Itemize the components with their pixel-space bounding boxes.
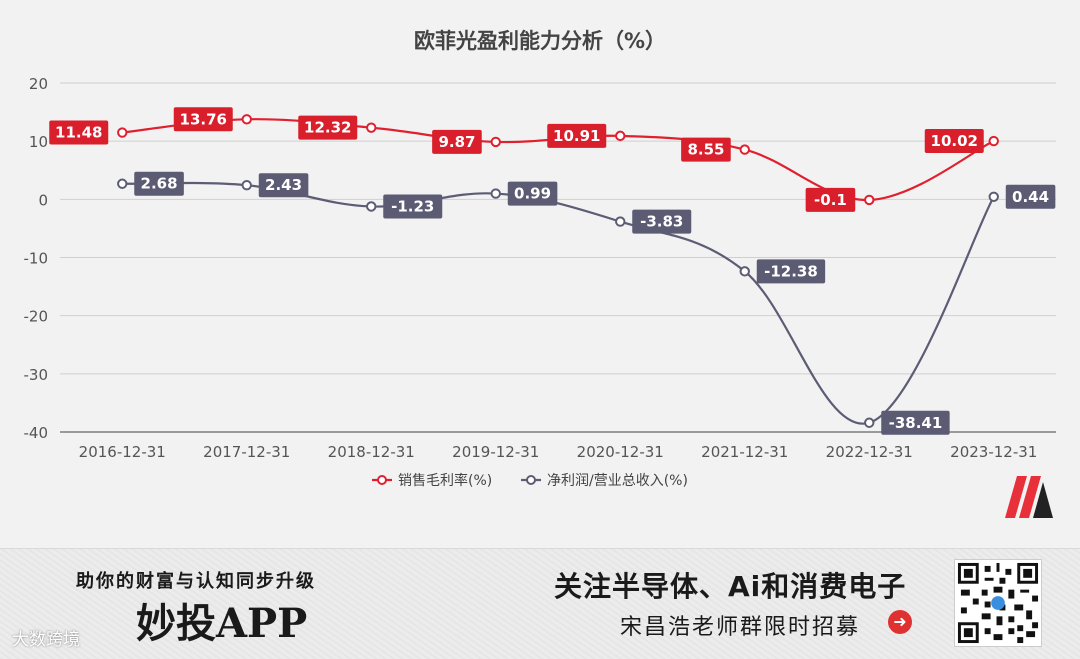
y-tick-label: 20 bbox=[29, 75, 48, 93]
x-tick-label: 2016-12-31 bbox=[79, 443, 166, 461]
svg-text:销售毛利率(%): 销售毛利率(%) bbox=[398, 472, 492, 489]
data-point[interactable] bbox=[490, 188, 501, 199]
svg-text:10.91: 10.91 bbox=[553, 127, 600, 145]
svg-text:-12.38: -12.38 bbox=[764, 262, 818, 280]
y-tick-label: -10 bbox=[24, 250, 49, 268]
data-point[interactable] bbox=[739, 144, 750, 155]
y-tick-label: -30 bbox=[24, 366, 49, 384]
y-tick-label: -40 bbox=[24, 424, 49, 442]
x-tick-label: 2019-12-31 bbox=[452, 443, 539, 461]
data-point[interactable] bbox=[366, 122, 377, 133]
svg-text:10.02: 10.02 bbox=[931, 132, 978, 150]
m-logo-icon bbox=[1005, 476, 1053, 518]
banner-headline: 关注半导体、Ai和消费电子 bbox=[554, 570, 907, 603]
data-label: 12.32 bbox=[298, 115, 358, 140]
svg-text:13.76: 13.76 bbox=[180, 110, 227, 128]
data-point[interactable] bbox=[117, 127, 128, 138]
data-label: 10.91 bbox=[547, 123, 607, 148]
data-point[interactable] bbox=[117, 178, 128, 189]
promo-banner[interactable]: 助你的财富与认知同步升级 妙投APP 关注半导体、Ai和消费电子 宋昌浩老师群限… bbox=[0, 548, 1080, 659]
x-tick-label: 2021-12-31 bbox=[701, 443, 788, 461]
data-point[interactable] bbox=[615, 216, 626, 227]
arrow-right-circle-icon[interactable]: ➜ bbox=[888, 610, 912, 634]
chart-panel: 欧菲光盈利能力分析（%） 20 10 0 -10 -20 -30 -40 2016-12-31… bbox=[23, 29, 1056, 518]
data-point[interactable] bbox=[241, 114, 252, 125]
data-point[interactable] bbox=[615, 130, 626, 142]
svg-text:-1.23: -1.23 bbox=[391, 197, 434, 215]
y-tick-label: 0 bbox=[38, 191, 48, 209]
svg-text:2.43: 2.43 bbox=[265, 176, 302, 194]
data-label: 11.48 bbox=[49, 120, 109, 145]
data-point[interactable] bbox=[864, 194, 875, 206]
watermark: 大数跨境 bbox=[12, 630, 80, 650]
legend-item[interactable]: 净利润/营业总收入(%) bbox=[521, 473, 688, 489]
data-point[interactable] bbox=[988, 135, 999, 147]
data-point[interactable] bbox=[739, 266, 750, 277]
svg-text:0.99: 0.99 bbox=[514, 185, 551, 203]
app-name: 妙投APP bbox=[136, 600, 308, 647]
data-label: 10.02 bbox=[924, 129, 984, 154]
data-point[interactable] bbox=[864, 417, 875, 428]
svg-text:8.55: 8.55 bbox=[687, 141, 724, 159]
x-tick-label: 2022-12-31 bbox=[826, 443, 913, 461]
data-label: 2.43 bbox=[258, 173, 309, 198]
legend-item[interactable]: 销售毛利率(%) bbox=[372, 472, 492, 489]
data-label: 13.76 bbox=[173, 107, 233, 132]
svg-text:9.87: 9.87 bbox=[438, 133, 475, 151]
svg-text:-38.41: -38.41 bbox=[889, 414, 943, 432]
data-point[interactable] bbox=[490, 136, 501, 148]
data-point[interactable] bbox=[241, 179, 252, 191]
data-label: -1.23 bbox=[383, 194, 443, 219]
x-tick-label: 2018-12-31 bbox=[328, 443, 415, 461]
data-label: 9.87 bbox=[432, 129, 482, 154]
svg-text:2.68: 2.68 bbox=[141, 175, 178, 193]
svg-text:-0.1: -0.1 bbox=[814, 191, 847, 209]
y-tick-label: 10 bbox=[29, 133, 48, 151]
data-point[interactable] bbox=[366, 201, 377, 212]
svg-text:11.48: 11.48 bbox=[55, 124, 102, 142]
x-tick-label: 2020-12-31 bbox=[577, 443, 664, 461]
svg-text:-3.83: -3.83 bbox=[640, 213, 683, 231]
data-label: 0.99 bbox=[507, 181, 558, 206]
qr-code-icon[interactable] bbox=[954, 559, 1042, 647]
data-label: 0.44 bbox=[1005, 184, 1056, 209]
svg-text:12.32: 12.32 bbox=[304, 119, 351, 137]
data-label: 2.68 bbox=[134, 171, 184, 196]
banner-tagline: 助你的财富与认知同步升级 bbox=[76, 571, 316, 592]
x-tick-label: 2023-12-31 bbox=[950, 443, 1037, 461]
data-label: 8.55 bbox=[681, 137, 731, 162]
svg-text:净利润/营业总收入(%): 净利润/营业总收入(%) bbox=[547, 473, 688, 489]
data-point[interactable] bbox=[988, 191, 999, 202]
x-tick-label: 2017-12-31 bbox=[203, 443, 290, 461]
y-tick-label: -20 bbox=[24, 308, 49, 326]
data-label: -0.1 bbox=[805, 187, 856, 212]
svg-text:0.44: 0.44 bbox=[1012, 188, 1049, 206]
chart-title: 欧菲光盈利能力分析（%） bbox=[414, 29, 666, 53]
data-label: -3.83 bbox=[632, 209, 692, 234]
data-label: -12.38 bbox=[756, 259, 826, 284]
line-chart: 欧菲光盈利能力分析（%） 20 10 0 -10 -20 -30 -40 2016-12-31… bbox=[24, 29, 1056, 489]
data-label: -38.41 bbox=[881, 410, 950, 435]
banner-subline: 宋昌浩老师群限时招募 bbox=[620, 615, 861, 640]
series-line bbox=[122, 181, 995, 425]
